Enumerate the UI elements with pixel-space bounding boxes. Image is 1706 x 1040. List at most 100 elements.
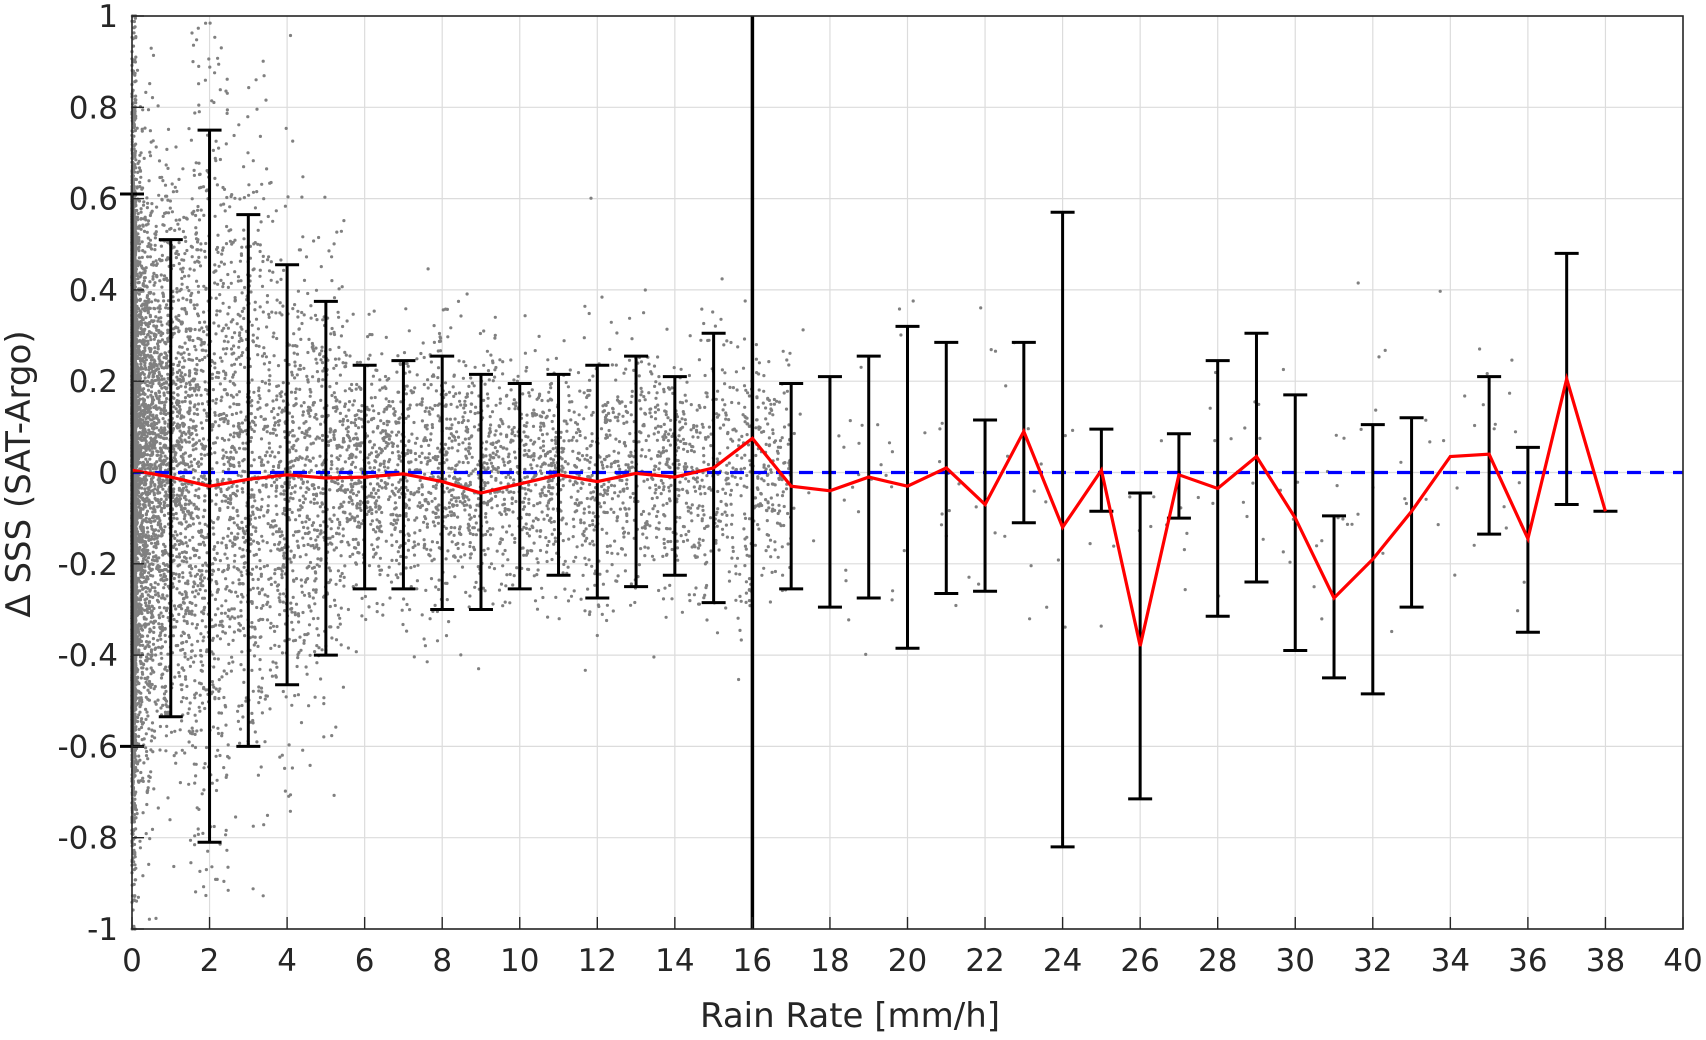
scatter-point bbox=[301, 414, 304, 417]
scatter-point bbox=[656, 391, 659, 394]
scatter-point bbox=[148, 641, 151, 644]
scatter-point bbox=[435, 484, 438, 487]
scatter-point bbox=[381, 437, 384, 440]
scatter-point bbox=[473, 586, 476, 589]
scatter-point bbox=[306, 673, 309, 676]
scatter-point bbox=[758, 361, 761, 364]
scatter-point bbox=[765, 443, 768, 446]
scatter-point bbox=[227, 643, 230, 646]
scatter-point bbox=[274, 581, 277, 584]
scatter-point bbox=[185, 312, 188, 315]
scatter-point bbox=[233, 560, 236, 563]
scatter-point bbox=[572, 535, 575, 538]
scatter-point bbox=[513, 434, 516, 437]
scatter-point bbox=[424, 589, 427, 592]
scatter-point bbox=[736, 388, 739, 391]
scatter-point bbox=[309, 764, 312, 767]
scatter-point bbox=[283, 552, 286, 555]
scatter-point bbox=[200, 729, 203, 732]
scatter-point bbox=[205, 868, 208, 871]
scatter-point bbox=[472, 533, 475, 536]
scatter-point bbox=[302, 544, 305, 547]
scatter-point bbox=[448, 506, 451, 509]
scatter-point bbox=[292, 579, 295, 582]
scatter-point bbox=[507, 425, 510, 428]
scatter-point bbox=[601, 464, 604, 467]
scatter-point bbox=[215, 309, 218, 312]
scatter-point bbox=[271, 660, 274, 663]
scatter-point bbox=[191, 622, 194, 625]
scatter-point bbox=[246, 115, 249, 118]
scatter-point bbox=[407, 518, 410, 521]
scatter-point bbox=[214, 414, 217, 417]
scatter-point bbox=[563, 588, 566, 591]
scatter-point bbox=[260, 765, 263, 768]
scatter-point bbox=[527, 498, 530, 501]
scatter-point bbox=[151, 721, 154, 724]
scatter-point bbox=[364, 618, 367, 621]
scatter-point bbox=[238, 547, 241, 550]
scatter-point bbox=[657, 425, 660, 428]
scatter-point bbox=[345, 354, 348, 357]
scatter-point bbox=[421, 452, 424, 455]
scatter-point bbox=[528, 394, 531, 397]
scatter-point bbox=[268, 269, 271, 272]
scatter-point bbox=[305, 553, 308, 556]
scatter-point bbox=[293, 491, 296, 494]
scatter-point bbox=[182, 696, 185, 699]
scatter-point bbox=[306, 577, 309, 580]
scatter-point bbox=[340, 607, 343, 610]
scatter-point bbox=[681, 401, 684, 404]
scatter-point bbox=[372, 375, 375, 378]
scatter-point bbox=[254, 517, 257, 520]
scatter-point bbox=[610, 484, 613, 487]
scatter-point bbox=[408, 498, 411, 501]
scatter-point bbox=[193, 696, 196, 699]
scatter-point bbox=[182, 615, 185, 618]
scatter-point bbox=[335, 231, 338, 234]
scatter-point bbox=[260, 535, 263, 538]
scatter-point bbox=[724, 606, 727, 609]
scatter-point bbox=[220, 46, 223, 49]
scatter-point bbox=[138, 256, 141, 259]
scatter-point bbox=[150, 739, 153, 742]
scatter-point bbox=[658, 462, 661, 465]
scatter-point bbox=[178, 591, 181, 594]
scatter-point bbox=[701, 505, 704, 508]
scatter-point bbox=[502, 460, 505, 463]
scatter-point bbox=[305, 448, 308, 451]
scatter-point bbox=[693, 485, 696, 488]
scatter-point bbox=[374, 369, 377, 372]
scatter-point bbox=[427, 491, 430, 494]
scatter-point bbox=[181, 551, 184, 554]
scatter-point bbox=[588, 558, 591, 561]
scatter-point bbox=[484, 512, 487, 515]
scatter-point bbox=[226, 615, 229, 618]
scatter-point bbox=[222, 454, 225, 457]
scatter-point bbox=[185, 557, 188, 560]
scatter-point bbox=[163, 484, 166, 487]
scatter-point bbox=[260, 415, 263, 418]
scatter-point bbox=[197, 162, 200, 165]
scatter-point bbox=[162, 215, 165, 218]
scatter-point bbox=[162, 437, 165, 440]
scatter-point bbox=[254, 206, 257, 209]
scatter-point bbox=[338, 521, 341, 524]
scatter-point bbox=[371, 446, 374, 449]
scatter-point bbox=[665, 402, 668, 405]
scatter-point bbox=[259, 305, 262, 308]
scatter-point bbox=[629, 604, 632, 607]
scatter-point bbox=[165, 258, 168, 261]
scatter-point bbox=[716, 390, 719, 393]
scatter-point bbox=[513, 398, 516, 401]
scatter-point bbox=[151, 828, 154, 831]
scatter-point bbox=[457, 436, 460, 439]
scatter-point bbox=[200, 463, 203, 466]
scatter-point bbox=[197, 104, 200, 107]
scatter-point bbox=[194, 604, 197, 607]
scatter-point bbox=[314, 314, 317, 317]
scatter-point bbox=[351, 461, 354, 464]
scatter-point bbox=[745, 548, 748, 551]
scatter-point bbox=[319, 677, 322, 680]
scatter-point bbox=[484, 553, 487, 556]
